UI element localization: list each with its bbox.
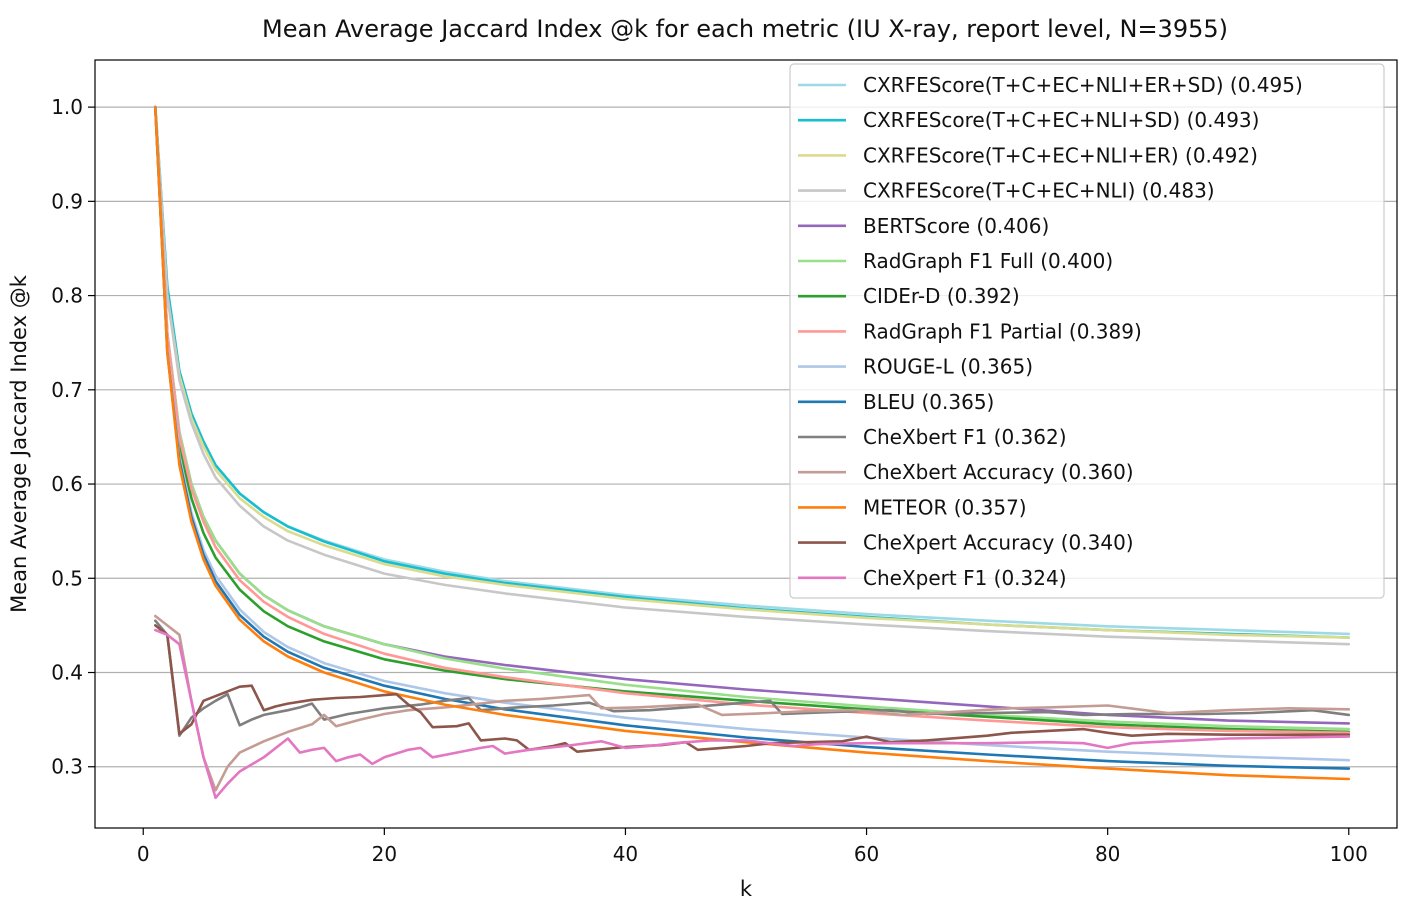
x-axis-ticks: 0 20 40 60 80 100 (137, 828, 1368, 866)
series-line-15 (154, 628, 1351, 800)
legend: CXRFEScore(T+C+EC+NLI+ER+SD) (0.495) CXRF… (789, 63, 1385, 599)
x-axis-label: k (740, 877, 753, 901)
legend-entry: ROUGE-L (0.365) (863, 355, 1033, 379)
legend-entry: CheXbert F1 (0.362) (863, 425, 1067, 449)
series-line-4 (154, 105, 1351, 646)
legend-box (789, 63, 1385, 599)
y-tick-label: 0.3 (51, 755, 83, 779)
plot-border (94, 59, 1398, 829)
y-tick-label: 0.9 (51, 189, 83, 213)
y-tick-label: 0.4 (51, 661, 83, 685)
x-tick-label: 60 (854, 842, 879, 866)
x-tick-label: 80 (1095, 842, 1120, 866)
legend-entry: CheXpert Accuracy (0.340) (863, 531, 1134, 555)
x-tick-label: 20 (372, 842, 397, 866)
legend-entry: RadGraph F1 Partial (0.389) (863, 319, 1142, 343)
legend-entry: CXRFEScore(T+C+EC+NLI+ER+SD) (0.495) (863, 73, 1303, 97)
series-line-11 (154, 619, 1351, 738)
legend-entry: METEOR (0.357) (863, 495, 1027, 519)
y-tick-label: 0.7 (51, 378, 83, 402)
series-line-3 (154, 105, 1351, 639)
legend-entry: CXRFEScore(T+C+EC+NLI+ER) (0.492) (863, 143, 1258, 167)
series-line-8 (154, 105, 1351, 735)
legend-entry: CIDEr-D (0.392) (863, 284, 1020, 308)
y-tick-label: 0.8 (51, 284, 83, 308)
legend-entry: BERTScore (0.406) (863, 214, 1049, 238)
legend-entry: CheXpert F1 (0.324) (863, 566, 1067, 590)
y-tick-label: 1.0 (51, 95, 83, 119)
series-lines (154, 105, 1351, 800)
legend-entry: CXRFEScore(T+C+EC+NLI) (0.483) (863, 179, 1215, 203)
y-axis-label: Mean Average Jaccard Index @k (7, 274, 31, 613)
legend-entry: RadGraph F1 Full (0.400) (863, 249, 1113, 273)
y-tick-label: 0.5 (51, 566, 83, 590)
series-line-13 (154, 105, 1351, 781)
x-tick-label: 0 (137, 842, 150, 866)
chart-title: Mean Average Jaccard Index @k for each m… (262, 15, 1228, 43)
series-line-12 (154, 614, 1351, 792)
x-tick-label: 100 (1330, 842, 1368, 866)
series-line-7 (154, 105, 1351, 734)
y-axis-ticks: 0.3 0.4 0.5 0.6 0.7 0.8 0.9 1.0 (51, 95, 95, 779)
legend-entry: CheXbert Accuracy (0.360) (863, 460, 1134, 484)
legend-entry: BLEU (0.365) (863, 390, 994, 414)
series-line-10 (154, 105, 1351, 770)
y-tick-label: 0.6 (51, 472, 83, 496)
x-tick-label: 40 (613, 842, 638, 866)
legend-entry: CXRFEScore(T+C+EC+NLI+SD) (0.493) (863, 108, 1259, 132)
